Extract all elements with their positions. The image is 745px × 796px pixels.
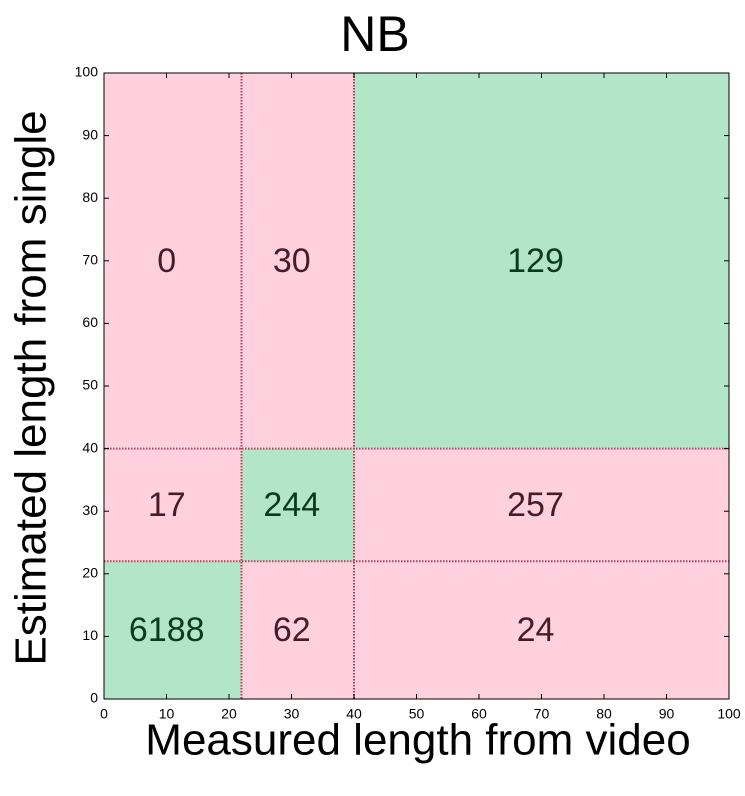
x-tick-label: 80	[596, 706, 612, 722]
x-tick-label: 0	[100, 706, 108, 722]
y-tick-label: 60	[82, 314, 98, 330]
cell	[104, 448, 242, 562]
x-tick-label: 100	[717, 706, 741, 722]
cell-label: 30	[273, 242, 311, 280]
y-tick-label: 100	[75, 64, 99, 80]
y-tick-label: 90	[82, 126, 98, 142]
cell	[354, 73, 729, 449]
cell	[241, 561, 354, 699]
cell-label: 257	[507, 486, 564, 524]
y-tick-label: 80	[82, 189, 98, 205]
cell-label: 24	[517, 611, 555, 649]
y-tick-label: 50	[82, 377, 98, 393]
cell	[354, 561, 729, 699]
cell-label: 17	[148, 486, 186, 524]
y-tick-label: 40	[82, 439, 98, 455]
y-axis-label: Estimated length from single	[7, 110, 56, 665]
cell	[104, 73, 242, 449]
cell-label: 244	[263, 486, 320, 524]
y-tick-label: 70	[82, 252, 98, 268]
cell	[354, 448, 729, 562]
y-tick-label: 0	[90, 690, 98, 706]
cell-label: 62	[273, 611, 311, 649]
cell-label: 6188	[129, 611, 205, 649]
x-axis-label: Measured length from video	[145, 716, 690, 765]
cell	[104, 561, 242, 699]
cell	[241, 73, 354, 449]
cell-label: 0	[157, 242, 176, 280]
x-tick-label: 60	[471, 706, 487, 722]
y-tick-label: 10	[82, 627, 98, 643]
x-tick-label: 10	[159, 706, 175, 722]
x-tick-label: 70	[534, 706, 550, 722]
x-tick-label: 50	[409, 706, 425, 722]
cell-label: 129	[507, 242, 564, 280]
x-tick-label: 40	[346, 706, 362, 722]
x-tick-label: 30	[284, 706, 300, 722]
x-tick-label: 20	[221, 706, 237, 722]
y-tick-label: 20	[82, 565, 98, 581]
x-tick-label: 90	[659, 706, 675, 722]
cell	[241, 448, 354, 562]
y-tick-label: 30	[82, 502, 98, 518]
chart-title: NB	[340, 6, 409, 62]
